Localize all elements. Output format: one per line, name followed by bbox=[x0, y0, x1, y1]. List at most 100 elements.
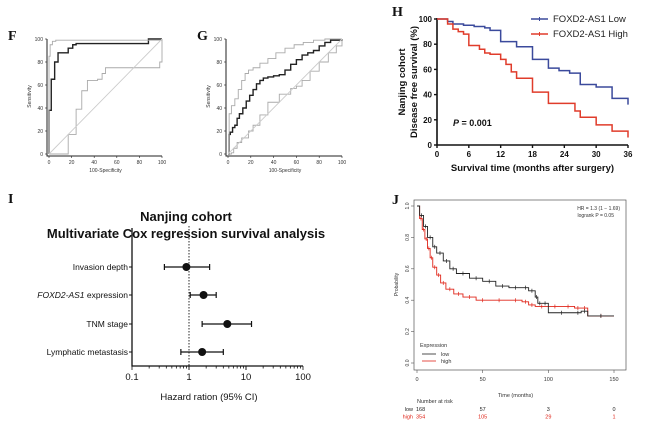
j-risk-value: 1 bbox=[612, 415, 615, 421]
h-y-tick-label: 40 bbox=[423, 91, 432, 100]
f-x-axis-label: 100-Specificity bbox=[89, 168, 122, 174]
y-tick-label: 60 bbox=[37, 83, 43, 89]
j-legend-title: Expression bbox=[420, 343, 447, 349]
i-row-label: FOXD2-AS1 expression bbox=[37, 290, 128, 300]
j-risk-value: 168 bbox=[416, 407, 425, 413]
i-row-label-text: Lymphatic metastasis bbox=[47, 347, 128, 357]
x-tick-label: 60 bbox=[114, 160, 120, 166]
g-x-axis-label: 100-Specificity bbox=[269, 168, 302, 174]
i-x-axis-label: Hazard ration (95% CI) bbox=[160, 392, 257, 403]
panel-label-i: I bbox=[8, 192, 13, 207]
i-row-label-italic: FOXD2-AS1 bbox=[37, 290, 85, 300]
j-x-tick-label: 150 bbox=[609, 377, 618, 383]
roc-line-roc bbox=[48, 38, 162, 154]
panel-label-g: G bbox=[197, 29, 208, 44]
panel-i-forest: Nanjing cohort Multivariate Cox regressi… bbox=[37, 209, 325, 403]
panel-label-h: H bbox=[392, 5, 403, 20]
y-tick-label: 20 bbox=[37, 129, 43, 135]
j-x-tick-label: 0 bbox=[415, 377, 418, 383]
h-y-tick-label: 0 bbox=[428, 141, 433, 150]
panel-label-j: J bbox=[392, 193, 399, 208]
i-row-label: TNM stage bbox=[86, 319, 128, 329]
x-tick-label: 40 bbox=[271, 160, 277, 166]
i-row-label-text: TNM stage bbox=[86, 319, 128, 329]
j-risk-value: 354 bbox=[416, 415, 425, 421]
j-y-tick-label: 1.0 bbox=[405, 202, 411, 209]
x-tick-label: 0 bbox=[227, 160, 230, 166]
x-tick-label: 60 bbox=[294, 160, 300, 166]
h-x-tick-label: 6 bbox=[467, 150, 472, 159]
j-risk-value: 3 bbox=[547, 407, 550, 413]
panel-f-roc: Sensitivity 100-Specificity 0 20 40 60 80 100… bbox=[27, 37, 166, 174]
h-p-text: = 0.001 bbox=[459, 118, 492, 128]
roc-line-ci-upper bbox=[48, 39, 163, 154]
axis-frame bbox=[46, 39, 162, 157]
j-logrank-annotation: logrank P = 0.05 bbox=[578, 213, 615, 219]
j-km-line-low bbox=[417, 205, 614, 317]
roc-line-reference bbox=[48, 38, 163, 155]
i-hr-point bbox=[198, 348, 207, 356]
j-risk-value: 29 bbox=[545, 415, 551, 421]
panel-h-km: Nanjing cohort Disease free survival (%)… bbox=[397, 14, 633, 174]
h-p-symbol: P bbox=[453, 118, 460, 128]
panel-label-f: F bbox=[8, 29, 17, 44]
i-hr-point bbox=[199, 291, 208, 299]
y-tick-label: 20 bbox=[216, 129, 222, 135]
i-title-line2: Multivariate Cox regression survival ana… bbox=[47, 226, 325, 241]
h-x-tick-label: 0 bbox=[435, 150, 440, 159]
x-tick-label: 20 bbox=[248, 160, 254, 166]
h-y-tick-label: 100 bbox=[419, 15, 433, 24]
h-y-axis-label-line1: Nanjing cohort bbox=[397, 48, 408, 116]
j-legend-low-label: low bbox=[441, 352, 449, 358]
j-legend-high-label: high bbox=[441, 359, 451, 365]
h-x-tick-label: 36 bbox=[624, 150, 633, 159]
j-y-tick-label: 0.2 bbox=[405, 328, 411, 335]
y-tick-label: 40 bbox=[37, 106, 43, 112]
h-x-tick-label: 18 bbox=[528, 150, 537, 159]
i-row-label: Invasion depth bbox=[73, 262, 129, 272]
h-km-line-high bbox=[437, 18, 629, 138]
roc-line-ci-upper bbox=[228, 38, 342, 155]
j-y-tick-label: 0.4 bbox=[405, 297, 411, 304]
x-tick-label: 40 bbox=[91, 160, 97, 166]
i-hr-point bbox=[182, 263, 191, 271]
j-y-tick-label: 0.6 bbox=[405, 265, 411, 272]
roc-line-reference bbox=[227, 38, 343, 155]
axis-frame bbox=[225, 39, 342, 157]
i-x-tick-label: 1 bbox=[186, 372, 191, 383]
i-x-tick-label: 10 bbox=[241, 372, 252, 383]
x-tick-label: 0 bbox=[48, 160, 51, 166]
g-y-axis-label: Sensitivity bbox=[206, 85, 212, 108]
i-title-line1: Nanjing cohort bbox=[140, 209, 232, 224]
h-km-line-low bbox=[437, 18, 629, 105]
j-y-tick-label: 0.0 bbox=[405, 359, 411, 366]
h-p-value: P = 0.001 bbox=[453, 118, 492, 128]
h-y-tick-label: 60 bbox=[423, 65, 432, 74]
x-tick-label: 100 bbox=[338, 160, 347, 166]
i-row-label: Lymphatic metastasis bbox=[47, 347, 128, 357]
roc-line-ci-lower bbox=[49, 39, 163, 155]
i-x-tick-label: 100 bbox=[295, 372, 311, 383]
h-x-tick-label: 30 bbox=[592, 150, 601, 159]
y-tick-label: 80 bbox=[216, 60, 222, 66]
h-x-tick-label: 12 bbox=[496, 150, 505, 159]
h-x-axis-label: Survival time (months after surgery) bbox=[451, 163, 614, 174]
h-y-tick-label: 20 bbox=[423, 116, 432, 125]
y-tick-label: 60 bbox=[216, 83, 222, 89]
h-y-tick-label: 80 bbox=[423, 40, 432, 49]
j-risk-row-label: high bbox=[403, 415, 413, 421]
j-y-axis-label: Probability bbox=[394, 272, 400, 296]
f-y-axis-label: Sensitivity bbox=[27, 85, 33, 108]
panel-g-roc: Sensitivity 100-Specificity 0 20 40 60 80 100… bbox=[206, 37, 346, 174]
x-tick-label: 100 bbox=[158, 160, 167, 166]
i-row-label-text: Invasion depth bbox=[73, 262, 129, 272]
y-tick-label: 100 bbox=[35, 37, 44, 43]
h-y-axis-label-line2: Disease free survival (%) bbox=[409, 26, 420, 138]
j-x-axis-label: Time (months) bbox=[498, 393, 533, 399]
y-tick-label: 100 bbox=[214, 37, 223, 43]
i-x-tick-label: 0.1 bbox=[125, 372, 138, 383]
j-km-line-high bbox=[417, 205, 614, 317]
roc-line-roc bbox=[228, 39, 343, 155]
x-tick-label: 80 bbox=[316, 160, 322, 166]
